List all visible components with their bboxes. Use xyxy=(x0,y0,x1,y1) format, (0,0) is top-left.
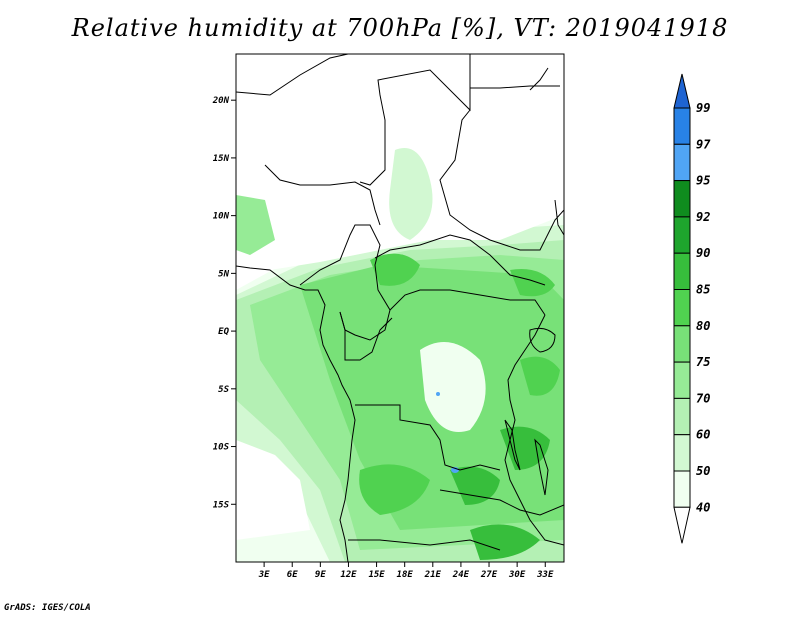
lat-tick-label: 15N xyxy=(213,154,230,164)
lon-tick-label: 9E xyxy=(315,570,326,580)
country-borders xyxy=(236,54,564,562)
lon-tick-label: 33E xyxy=(536,570,554,580)
lon-tick-label: 24E xyxy=(452,570,470,580)
lat-tick-label: 5N xyxy=(218,269,229,279)
colorbar-label: 85 xyxy=(696,283,710,297)
colorbar-label: 90 xyxy=(696,246,710,260)
colorbar-segment xyxy=(673,180,691,218)
border-angola xyxy=(355,404,501,471)
border-zambia xyxy=(439,489,564,516)
lon-tick-label: 27E xyxy=(480,570,498,580)
lake-victoria xyxy=(529,327,556,353)
colorbar-segment xyxy=(673,434,691,472)
lon-tick-label: 15E xyxy=(368,570,385,580)
lat-tick-label: 5S xyxy=(218,385,229,395)
humidity-patch-80b xyxy=(510,269,555,297)
lat-tick-label: 10S xyxy=(213,443,230,453)
dry-area-central xyxy=(420,342,486,432)
colorbar-label: 95 xyxy=(696,174,710,188)
border-namibia xyxy=(348,539,501,551)
humidity-patch-85b xyxy=(500,426,550,470)
colorbar-segment xyxy=(673,107,691,145)
colorbar-label: 80 xyxy=(696,319,710,333)
colorbar-segment xyxy=(673,252,691,290)
lon-tick-label: 12E xyxy=(340,570,357,580)
colorbar-label: 50 xyxy=(696,464,710,478)
humidity-field xyxy=(236,54,564,562)
colorbar-segment xyxy=(673,289,691,327)
humidity-patch-85a xyxy=(450,466,500,505)
humidity-patch-80c xyxy=(359,464,430,515)
border-congo xyxy=(389,289,546,316)
colorbar-segment xyxy=(673,216,691,254)
colorbar-label: 70 xyxy=(696,391,710,405)
border-sudan xyxy=(439,109,564,251)
colorbar-segment xyxy=(673,470,691,508)
colorbar: 99 97 95 92 90 85 80 75 70 60 50 40 xyxy=(673,73,711,544)
humidity-patch-west xyxy=(236,195,275,255)
lat-tick-label: 20N xyxy=(212,96,230,106)
border-sahara xyxy=(236,54,349,96)
credit-text: GrADS: IGES/COLA xyxy=(4,603,91,613)
humidity-patch-north xyxy=(389,148,433,240)
colorbar-label: 99 xyxy=(696,101,710,115)
border-red-sea xyxy=(529,67,549,91)
border-chad xyxy=(359,54,471,186)
colorbar-label: 75 xyxy=(696,355,710,369)
border-drc-west xyxy=(339,311,393,361)
lake-malawi xyxy=(534,438,549,496)
border-east xyxy=(554,199,564,236)
lon-tick-label: 21E xyxy=(424,570,442,580)
colorbar-segment xyxy=(673,397,691,436)
longitude-axis: 3E 6E 9E 12E 15E 18E 21E 24E 27E 30E 33E xyxy=(258,562,554,580)
colorbar-label: 97 xyxy=(696,137,711,151)
humidity-patch-80a xyxy=(370,253,420,286)
humidity-patch-80d xyxy=(520,356,560,396)
coastline-west-africa xyxy=(236,265,356,562)
colorbar-label: 60 xyxy=(696,428,710,442)
border-cameroon xyxy=(299,224,391,341)
border-ethiopia xyxy=(470,85,560,89)
map-frame xyxy=(235,53,565,563)
colorbar-label: 40 xyxy=(696,500,710,514)
colorbar-segment xyxy=(673,143,691,182)
colorbar-segment xyxy=(673,361,691,399)
lat-tick-label: EQ xyxy=(218,327,229,337)
border-niger-nigeria xyxy=(264,164,381,226)
latitude-axis: 20N 15N 10N 5N EQ 5S 10S 15S xyxy=(212,96,236,510)
lon-tick-label: 30E xyxy=(508,570,526,580)
dry-area-southwest xyxy=(236,440,310,540)
lat-tick-label: 10N xyxy=(213,212,230,222)
colorbar-label: 92 xyxy=(696,210,710,224)
colorbar-top-arrow xyxy=(673,73,691,109)
lon-tick-label: 3E xyxy=(258,570,270,580)
lake-tanganyika xyxy=(504,419,521,471)
lon-tick-label: 18E xyxy=(397,570,414,580)
border-car xyxy=(374,234,546,286)
colorbar-segment xyxy=(673,325,691,363)
humidity-spot-95b xyxy=(436,392,440,396)
chart-title: Relative humidity at 700hPa [%], VT: 201… xyxy=(71,14,729,42)
lon-tick-label: 6E xyxy=(287,570,298,580)
humidity-patch-85c xyxy=(470,524,540,560)
lat-tick-label: 15S xyxy=(213,500,230,510)
colorbar-bottom-arrow xyxy=(673,506,691,544)
